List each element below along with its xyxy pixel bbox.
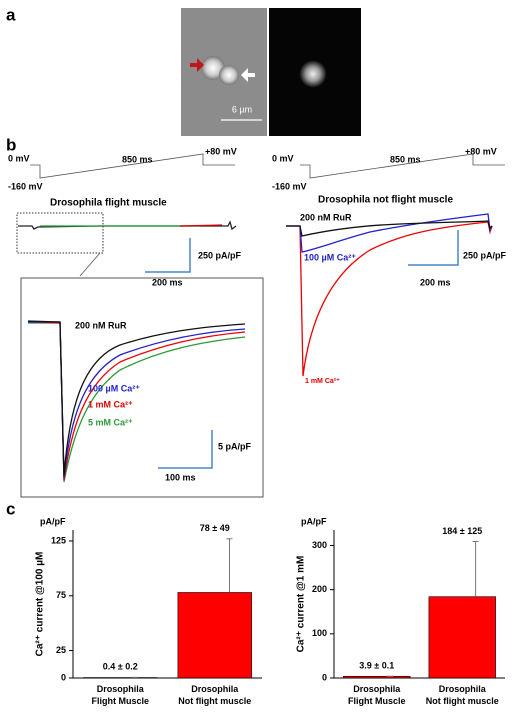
voltage-protocol (30, 153, 505, 179)
y-tick-label: 200 (312, 584, 327, 594)
voltage-label: +80 mV (465, 146, 497, 156)
bar (343, 675, 411, 679)
unit-label: pA/pF (301, 516, 327, 526)
scale-label: 250 pA/pF (463, 250, 507, 260)
voltage-label: -160 mV (272, 181, 307, 191)
voltage-label: 0 mV (272, 153, 294, 163)
trace-title: Drosophila not flight muscle (318, 195, 453, 206)
value-label: 184 ± 125 (442, 526, 482, 536)
x-tick-label: Drosophila Not flight muscle (426, 684, 499, 706)
trace-label: 1 mM Ca²⁺ (305, 378, 340, 385)
scale-label: 6 µm (232, 104, 252, 114)
y-tick-label: 0 (61, 672, 66, 682)
scale-label: 100 ms (165, 472, 196, 482)
trace-label: 200 nM RuR (75, 320, 127, 330)
current-trace (16, 212, 237, 277)
bar (177, 592, 252, 679)
panel-label: c (6, 499, 15, 518)
trace-label: 1 mM Ca²⁺ (88, 399, 133, 409)
y-tick-label: 25 (56, 645, 66, 655)
scale-label: 200 ms (420, 277, 451, 287)
value-label: 3.9 ± 0.1 (359, 661, 394, 671)
trace-label: 5 mM Ca²⁺ (88, 417, 133, 427)
voltage-label: -160 mV (8, 181, 43, 191)
y-tick-label: 125 (51, 535, 66, 545)
scale-label: 250 pA/pF (198, 250, 242, 260)
scale-label: 5 pA/pF (218, 441, 252, 451)
voltage-label: 0 mV (8, 153, 30, 163)
bar (428, 596, 496, 679)
unit-label: pA/pF (40, 516, 66, 526)
x-tick-label: Drosophila Flight Muscle (91, 684, 149, 706)
value-label: 78 ± 49 (200, 523, 230, 533)
trace-label: 100 µM Ca²⁺ (88, 383, 140, 393)
scale-label: 200 ms (152, 277, 183, 287)
y-tick-label: 0 (322, 672, 327, 682)
micrograph: 6 µm (181, 8, 361, 136)
panel-label: b (6, 135, 16, 154)
value-label: 0.4 ± 0.2 (103, 662, 138, 672)
x-tick-label: Drosophila Not flight muscle (178, 684, 251, 706)
panel-label: a (6, 5, 16, 24)
x-tick-label: Drosophila Flight Muscle (348, 684, 406, 706)
y-tick-label: 300 (312, 540, 327, 550)
duration-label: 850 ms (390, 154, 421, 164)
y-tick-label: 100 (312, 628, 327, 638)
trace-label: 100 µM Ca²⁺ (304, 252, 356, 262)
y-axis-label: Ca²⁺ current @1 mM (296, 556, 307, 653)
current-traces (286, 213, 493, 377)
inset-frame (20, 277, 264, 498)
y-tick-label: 75 (56, 590, 66, 600)
voltage-label: +80 mV (205, 146, 237, 156)
duration-label: 850 ms (122, 154, 153, 164)
trace-label: 200 nM RuR (300, 212, 352, 222)
y-axis-label: Ca²⁺ current @100 µM (35, 552, 46, 657)
inset-traces (27, 320, 246, 483)
trace-title: Drosophila flight muscle (50, 198, 167, 209)
